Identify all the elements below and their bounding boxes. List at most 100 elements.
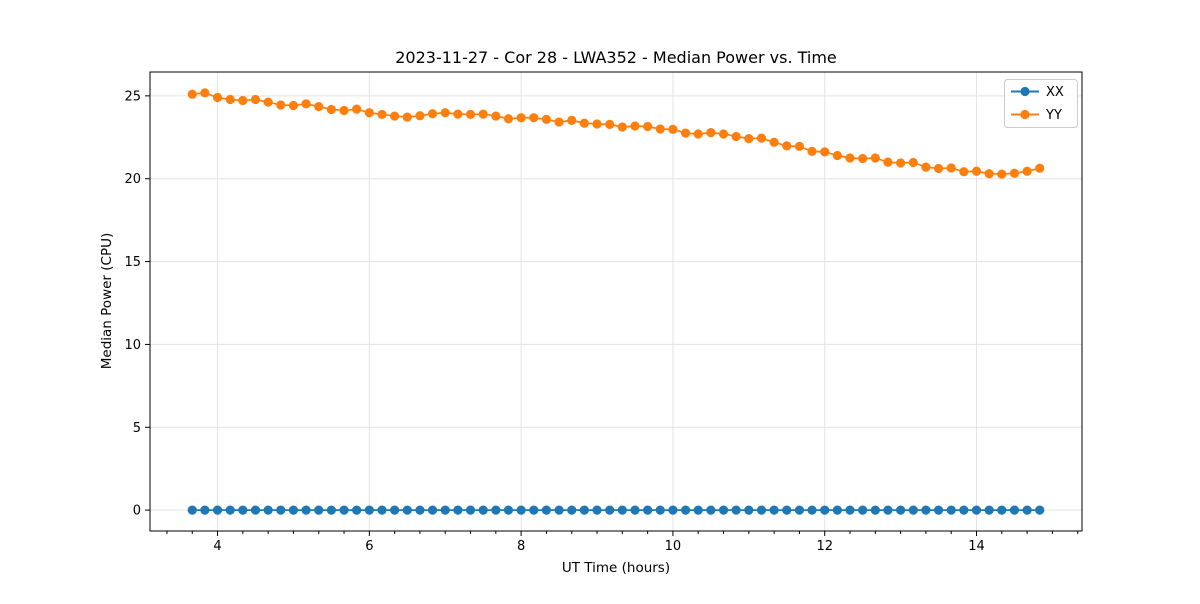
data-point-YY — [706, 128, 716, 138]
data-point-YY — [643, 121, 653, 132]
data-point-YY — [453, 109, 463, 119]
data-point-XX — [845, 505, 855, 515]
data-point-YY — [503, 114, 514, 124]
data-point-XX — [820, 505, 830, 515]
data-point-XX — [946, 505, 956, 515]
data-point-XX — [402, 505, 412, 515]
y-tick-label: 15 — [124, 255, 141, 270]
data-point-XX — [377, 505, 387, 515]
data-point-XX — [807, 505, 817, 515]
data-point-YY — [1009, 168, 1020, 178]
data-point-XX — [592, 505, 602, 515]
data-point-XX — [200, 505, 210, 515]
data-point-YY — [845, 153, 855, 163]
data-point-YY — [339, 105, 349, 116]
data-point-YY — [288, 100, 299, 111]
legend-marker-YY — [1020, 109, 1030, 120]
data-point-YY — [465, 109, 476, 120]
data-point-XX — [314, 505, 324, 515]
data-point-XX — [959, 505, 969, 515]
data-point-XX — [390, 505, 400, 515]
legend-label-xx: XX — [1046, 85, 1064, 100]
data-point-XX — [301, 505, 311, 515]
data-point-XX — [680, 505, 691, 515]
data-point-XX — [643, 505, 653, 515]
data-point-YY — [364, 108, 374, 118]
data-point-YY — [769, 137, 779, 147]
data-point-YY — [212, 92, 223, 103]
data-point-YY — [807, 146, 817, 156]
data-point-XX — [605, 505, 615, 515]
data-point-YY — [858, 153, 868, 164]
x-tick-label: 8 — [517, 539, 525, 554]
data-point-YY — [440, 108, 450, 118]
axis-tick-labels: 4 6 8 10 12 14 0 5 10 15 20 25 — [124, 89, 984, 554]
data-point-YY — [997, 169, 1007, 179]
data-point-XX — [655, 505, 665, 515]
data-point-YY — [1022, 166, 1032, 176]
data-point-YY — [225, 94, 235, 105]
series-XX — [187, 505, 1045, 515]
data-point-YY — [402, 112, 412, 122]
data-point-XX — [1009, 505, 1020, 515]
data-point-YY — [870, 153, 880, 163]
x-axis-label: UT Time (hours) — [562, 560, 670, 576]
data-point-XX — [718, 505, 729, 515]
data-point-YY — [883, 157, 893, 167]
data-point-YY — [567, 115, 577, 125]
data-point-XX — [756, 505, 767, 515]
data-point-XX — [896, 505, 906, 515]
data-point-YY — [782, 141, 792, 151]
data-point-YY — [744, 134, 754, 144]
data-point-YY — [554, 117, 564, 127]
data-point-XX — [516, 505, 526, 515]
y-tick-label: 25 — [124, 89, 141, 104]
data-point-YY — [326, 104, 336, 115]
data-point-XX — [782, 505, 792, 515]
x-tick-label: 6 — [365, 539, 373, 554]
data-point-YY — [921, 162, 931, 172]
data-point-XX — [465, 505, 476, 515]
data-point-YY — [529, 113, 539, 123]
data-point-YY — [187, 89, 197, 99]
data-point-XX — [453, 505, 463, 515]
data-point-YY — [668, 124, 678, 134]
data-point-YY — [478, 109, 488, 119]
data-point-YY — [832, 150, 842, 161]
data-point-YY — [1035, 163, 1045, 173]
data-point-XX — [984, 505, 994, 515]
data-point-XX — [933, 505, 944, 515]
data-point-YY — [605, 119, 615, 129]
data-point-XX — [870, 505, 880, 515]
data-point-YY — [390, 111, 400, 121]
data-point-XX — [971, 505, 982, 515]
data-point-YY — [959, 167, 969, 177]
legend-marker-XX — [1020, 86, 1030, 97]
data-point-XX — [858, 505, 868, 515]
y-tick-label: 10 — [124, 338, 141, 353]
legend-box — [1004, 79, 1078, 128]
data-point-YY — [427, 109, 438, 119]
y-tick-label: 0 — [133, 504, 141, 519]
data-point-YY — [718, 129, 729, 139]
legend-label-yy: YY — [1045, 108, 1062, 123]
data-point-XX — [212, 505, 223, 515]
data-point-YY — [352, 104, 362, 114]
data-point-XX — [288, 505, 299, 515]
data-point-XX — [352, 505, 362, 515]
data-point-XX — [554, 505, 564, 515]
data-point-XX — [238, 505, 248, 515]
data-point-YY — [314, 102, 324, 112]
data-point-XX — [187, 505, 197, 515]
data-point-XX — [908, 505, 918, 515]
data-point-XX — [883, 505, 893, 515]
data-point-XX — [225, 505, 235, 515]
legend-handles — [1011, 86, 1039, 120]
data-point-YY — [630, 121, 640, 131]
data-point-YY — [263, 97, 273, 107]
data-point-YY — [579, 118, 589, 128]
legend: XX YY — [1004, 79, 1078, 128]
data-point-XX — [1035, 505, 1045, 515]
